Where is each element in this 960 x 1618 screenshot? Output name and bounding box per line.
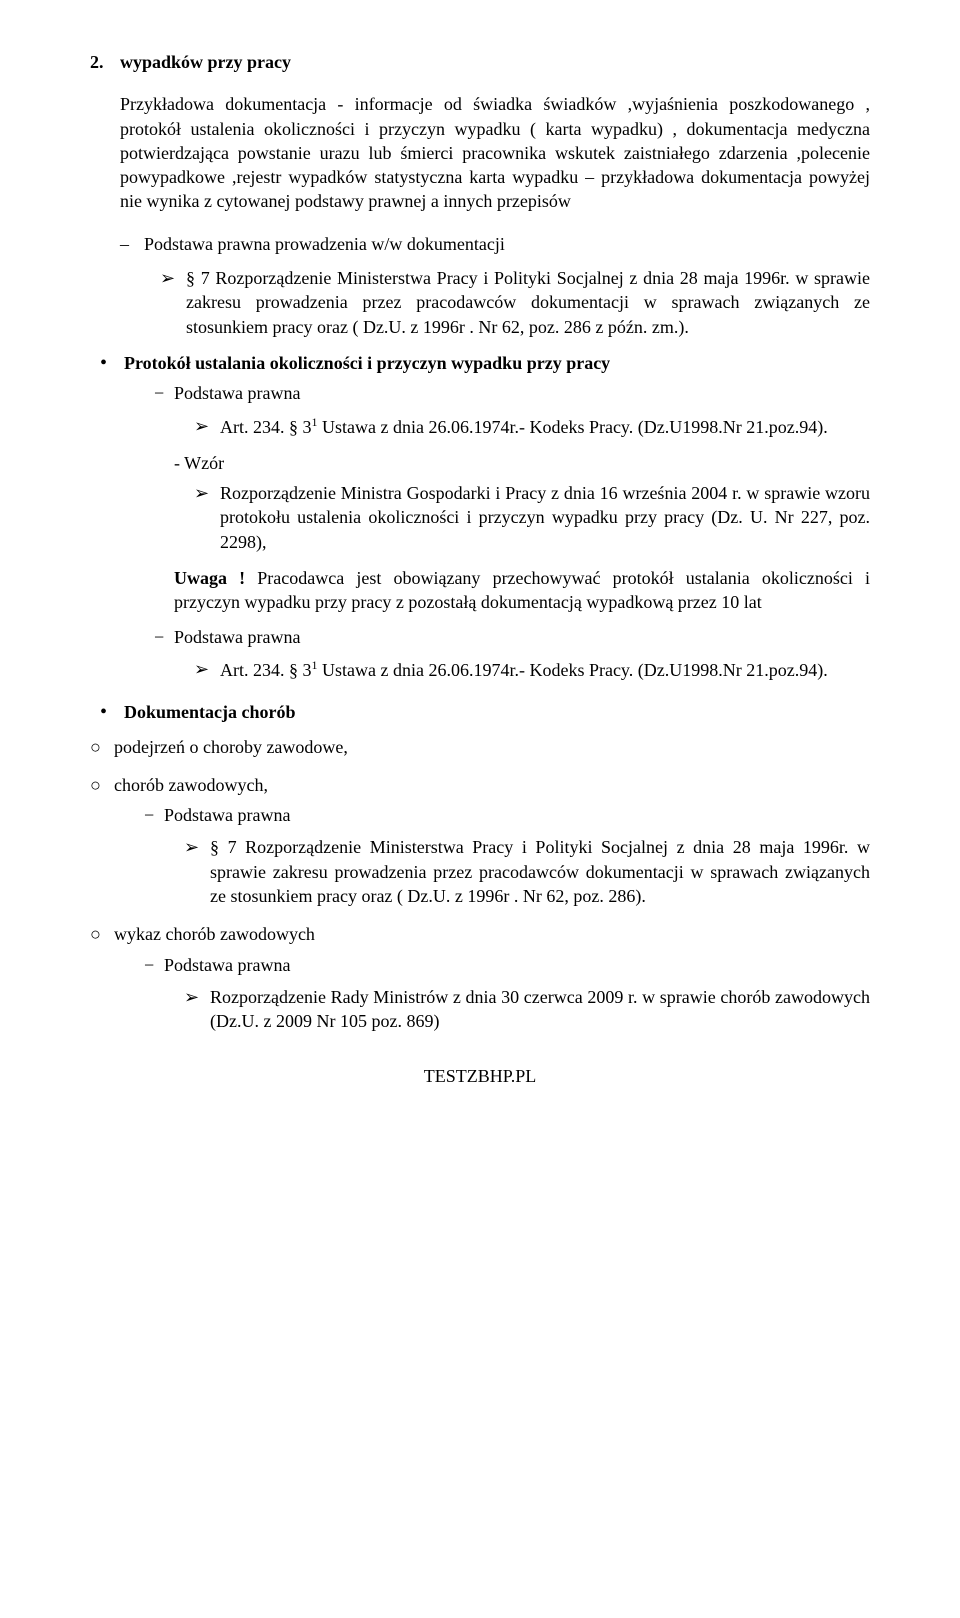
wzor-label: - Wzór [174, 451, 870, 475]
circle-item-2: chorób zawodowych, Podstawa prawna § 7 R… [90, 773, 870, 908]
circle-list: podejrzeń o choroby zawodowe, chorób zaw… [90, 735, 870, 1034]
arrow-list-art2: Art. 234. § 31 Ustawa z dnia 26.06.1974r… [124, 657, 870, 682]
section-heading: 2. wypadków przy pracy [90, 50, 870, 74]
arrow-item: § 7 Rozporządzenie Ministerstwa Pracy i … [160, 266, 870, 339]
uwaga-text: Pracodawca jest obowiązany przechowywać … [174, 568, 870, 612]
circle-item-2-text: chorób zawodowych, [114, 775, 268, 795]
dash-list-pp1: Podstawa prawna [124, 381, 870, 405]
arrow-list-c2: § 7 Rozporządzenie Ministerstwa Pracy i … [114, 835, 870, 908]
art-text-b2: Ustawa z dnia 26.06.1974r.- Kodeks Pracy… [318, 660, 828, 680]
podstawa-prawna-c3: Podstawa prawna [144, 953, 870, 977]
arrow-item-art1: Art. 234. § 31 Ustawa z dnia 26.06.1974r… [194, 414, 870, 439]
dash-list-1: Podstawa prawna prowadzenia w/w dokument… [90, 232, 870, 256]
dash-list-pp2: Podstawa prawna [124, 625, 870, 649]
arrow-list-rozp: Rozporządzenie Ministra Gospodarki i Pra… [124, 481, 870, 554]
intro-paragraph: Przykładowa dokumentacja - informacje od… [120, 92, 870, 213]
arrow-item-rozp: Rozporządzenie Ministra Gospodarki i Pra… [194, 481, 870, 554]
section-title-text: wypadków przy pracy [120, 50, 291, 74]
section-number: 2. [90, 50, 120, 74]
arrow-list-art1: Art. 234. § 31 Ustawa z dnia 26.06.1974r… [124, 414, 870, 439]
podstawa-prawna-c2: Podstawa prawna [144, 803, 870, 827]
document-page: 2. wypadków przy pracy Przykładowa dokum… [0, 0, 960, 1128]
dash-list-c3: Podstawa prawna [114, 953, 870, 977]
art-text-a: Art. 234. § 3 [220, 417, 312, 437]
arrow-item-c2: § 7 Rozporządzenie Ministerstwa Pracy i … [184, 835, 870, 908]
page-footer: TESTZBHP.PL [90, 1064, 870, 1088]
arrow-item-c3: Rozporządzenie Rady Ministrów z dnia 30 … [184, 985, 870, 1034]
uwaga-block: Uwaga ! Pracodawca jest obowiązany przec… [174, 566, 870, 615]
bullet-list: Protokół ustalania okoliczności i przycz… [90, 351, 870, 725]
bullet-title-2: Dokumentacja chorób [124, 702, 296, 722]
podstawa-prawna-label-2: Podstawa prawna [154, 625, 870, 649]
art-text-b: Ustawa z dnia 26.06.1974r.- Kodeks Pracy… [318, 417, 828, 437]
podstawa-prawna-label: Podstawa prawna [154, 381, 870, 405]
bullet-item-protokol: Protokół ustalania okoliczności i przycz… [100, 351, 870, 682]
bullet-item-dokumentacja: Dokumentacja chorób [100, 700, 870, 724]
uwaga-label: Uwaga ! [174, 568, 245, 588]
dash-item: Podstawa prawna prowadzenia w/w dokument… [120, 232, 870, 256]
circle-item-3: wykaz chorób zawodowych Podstawa prawna … [90, 922, 870, 1033]
arrow-item-art2: Art. 234. § 31 Ustawa z dnia 26.06.1974r… [194, 657, 870, 682]
circle-item-1: podejrzeń o choroby zawodowe, [90, 735, 870, 759]
art-text-a2: Art. 234. § 3 [220, 660, 312, 680]
bullet-title: Protokół ustalania okoliczności i przycz… [124, 353, 610, 373]
circle-item-3-text: wykaz chorób zawodowych [114, 924, 315, 944]
arrow-list-1: § 7 Rozporządzenie Ministerstwa Pracy i … [90, 266, 870, 339]
dash-list-c2: Podstawa prawna [114, 803, 870, 827]
arrow-list-c3: Rozporządzenie Rady Ministrów z dnia 30 … [114, 985, 870, 1034]
